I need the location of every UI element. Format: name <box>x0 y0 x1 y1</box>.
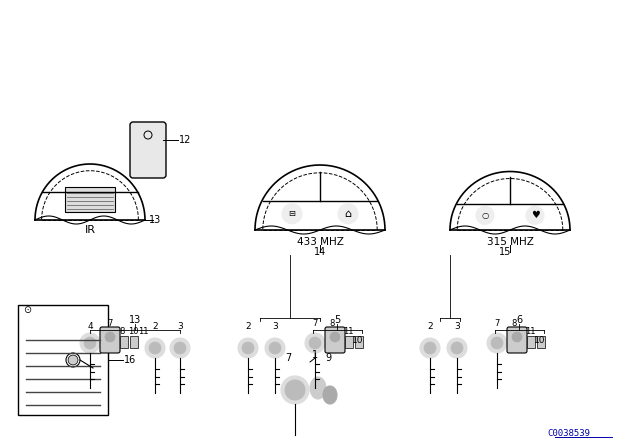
Circle shape <box>424 342 436 354</box>
Text: 8: 8 <box>511 319 516 327</box>
Text: 433 MHZ: 433 MHZ <box>296 237 344 247</box>
Circle shape <box>447 338 467 358</box>
FancyBboxPatch shape <box>130 122 166 178</box>
Text: 315 MHZ: 315 MHZ <box>486 237 533 247</box>
Circle shape <box>149 342 161 354</box>
FancyBboxPatch shape <box>100 327 120 353</box>
Circle shape <box>80 333 100 353</box>
Text: ⊙: ⊙ <box>23 305 31 315</box>
Bar <box>18 305 108 415</box>
Ellipse shape <box>323 386 337 404</box>
Text: 3: 3 <box>454 322 460 331</box>
Circle shape <box>145 338 165 358</box>
Text: 10: 10 <box>128 327 138 336</box>
Ellipse shape <box>310 377 326 399</box>
Circle shape <box>420 338 440 358</box>
Circle shape <box>285 380 305 400</box>
Circle shape <box>309 337 321 349</box>
Circle shape <box>170 338 190 358</box>
Circle shape <box>526 207 544 224</box>
Text: 12: 12 <box>179 135 191 145</box>
Text: 1: 1 <box>312 350 318 360</box>
Circle shape <box>269 342 281 354</box>
Bar <box>355 336 363 348</box>
Text: 4: 4 <box>87 322 93 331</box>
Text: C0038539: C0038539 <box>547 429 590 438</box>
Text: 2: 2 <box>245 322 251 331</box>
Text: 8: 8 <box>119 327 125 336</box>
Text: 7: 7 <box>108 319 113 327</box>
Bar <box>130 336 138 348</box>
Text: 11: 11 <box>343 327 353 336</box>
Text: IR: IR <box>84 225 95 235</box>
Circle shape <box>84 337 96 349</box>
Text: 3: 3 <box>272 322 278 331</box>
Bar <box>65 187 115 212</box>
Text: 16: 16 <box>124 355 136 365</box>
Text: 14: 14 <box>314 247 326 257</box>
Circle shape <box>242 342 254 354</box>
Text: 7: 7 <box>494 319 500 327</box>
Circle shape <box>476 207 494 224</box>
Text: 11: 11 <box>525 327 535 336</box>
Bar <box>120 336 128 348</box>
Circle shape <box>338 204 358 224</box>
Circle shape <box>281 376 309 404</box>
Circle shape <box>487 333 507 353</box>
Circle shape <box>451 342 463 354</box>
Text: 10: 10 <box>534 336 546 345</box>
Text: 13: 13 <box>149 215 161 225</box>
Text: 7: 7 <box>312 319 317 327</box>
FancyBboxPatch shape <box>325 327 345 353</box>
Circle shape <box>282 204 302 224</box>
Bar <box>537 336 545 348</box>
Circle shape <box>105 332 115 342</box>
Text: 13: 13 <box>129 315 141 325</box>
Text: 11: 11 <box>138 327 148 336</box>
Circle shape <box>174 342 186 354</box>
Text: 7: 7 <box>285 353 291 363</box>
Text: 6: 6 <box>516 315 522 325</box>
Text: 10: 10 <box>352 336 364 345</box>
Circle shape <box>305 333 325 353</box>
Text: ♥: ♥ <box>531 211 540 220</box>
Text: 3: 3 <box>177 322 183 331</box>
Text: 5: 5 <box>334 315 340 325</box>
Circle shape <box>491 337 503 349</box>
Text: 8: 8 <box>330 319 335 327</box>
Circle shape <box>68 355 78 365</box>
Text: ⊟: ⊟ <box>289 209 296 218</box>
Circle shape <box>265 338 285 358</box>
Bar <box>345 336 353 348</box>
Circle shape <box>330 332 340 342</box>
Text: ○: ○ <box>481 211 488 220</box>
Circle shape <box>512 332 522 342</box>
Bar <box>527 336 535 348</box>
FancyBboxPatch shape <box>507 327 527 353</box>
Text: 2: 2 <box>427 322 433 331</box>
Text: 9: 9 <box>325 353 331 363</box>
Text: ⌂: ⌂ <box>344 209 351 219</box>
Circle shape <box>238 338 258 358</box>
Text: 15: 15 <box>499 247 511 257</box>
Text: 2: 2 <box>152 322 158 331</box>
